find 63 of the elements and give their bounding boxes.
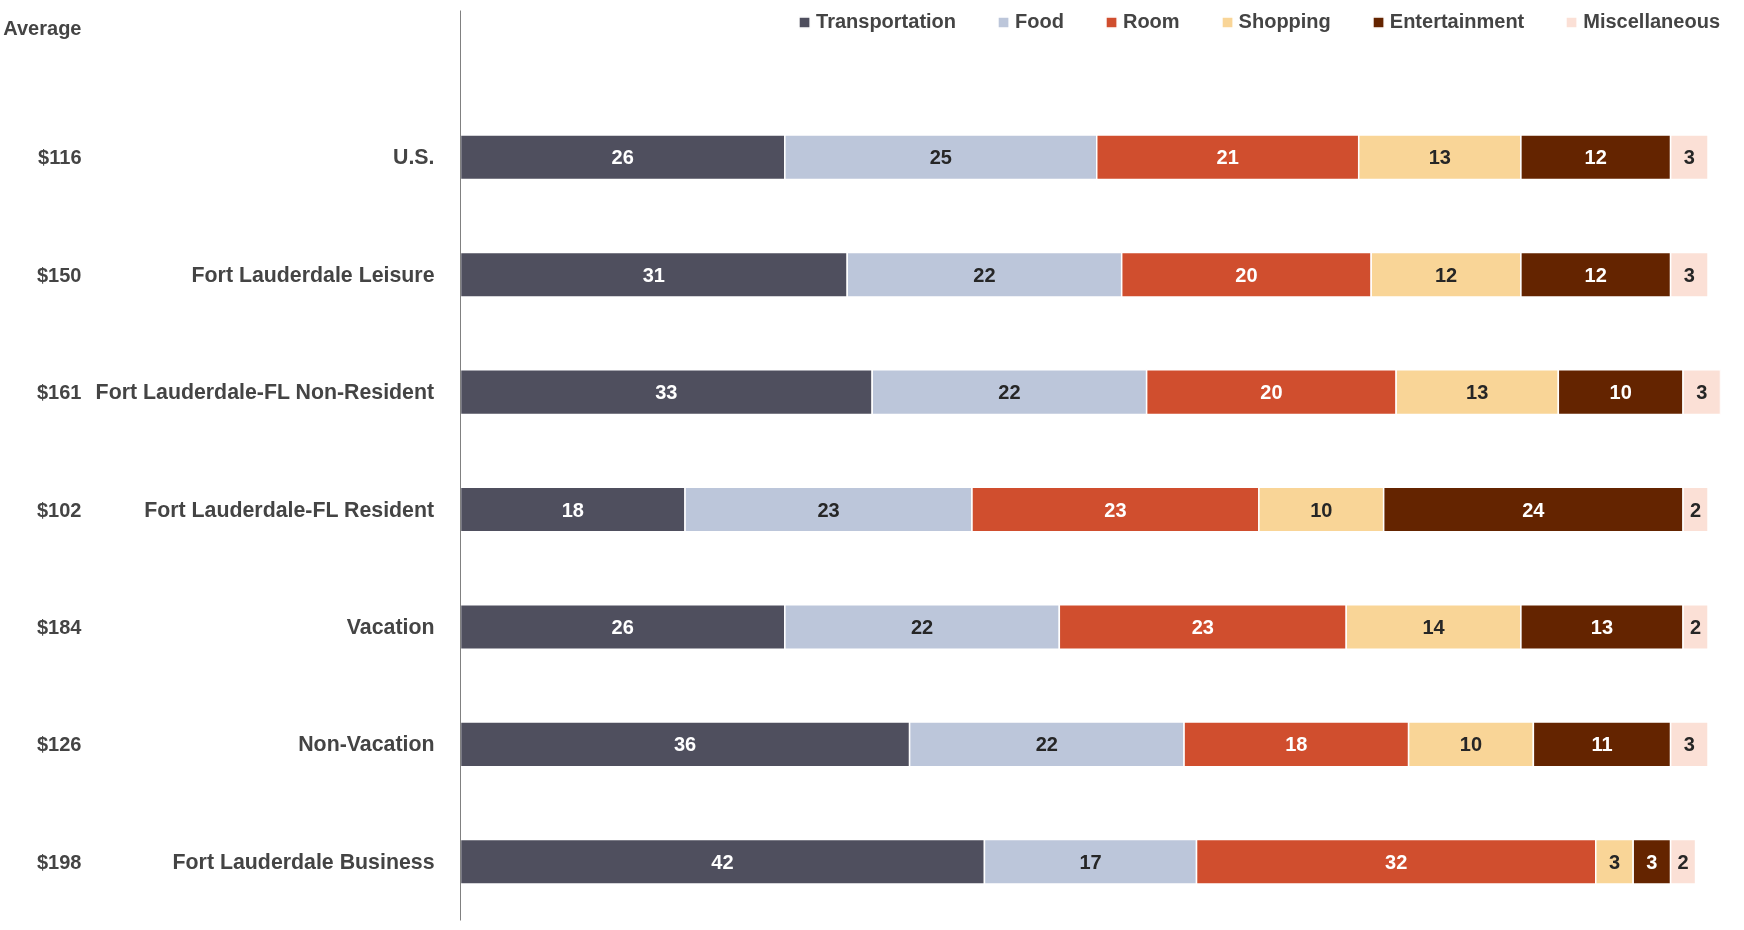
data-label: 32 bbox=[1385, 850, 1408, 873]
data-label: 18 bbox=[1285, 733, 1308, 756]
data-label: 2 bbox=[1689, 498, 1702, 521]
data-label: 2 bbox=[1689, 615, 1702, 638]
data-label: 3 bbox=[1683, 146, 1695, 169]
text: $161 bbox=[37, 381, 82, 404]
y-tick-label: U.S. bbox=[393, 145, 435, 170]
data-label: 11 bbox=[1591, 733, 1613, 756]
legend-label: Food bbox=[1015, 10, 1064, 33]
data-label: 24 bbox=[1522, 498, 1546, 521]
y-tick-label: Fort Lauderdale Business bbox=[172, 849, 435, 874]
data-label: 22 bbox=[1035, 733, 1058, 756]
legend-label: Room bbox=[1122, 10, 1180, 33]
data-label: 2 bbox=[1677, 850, 1689, 873]
data-label: 13 bbox=[1428, 146, 1451, 169]
data-label: 23 bbox=[1191, 615, 1214, 638]
text: $198 bbox=[37, 850, 82, 873]
y-tick-label: Fort Lauderdale-FL Non-Resident bbox=[95, 380, 435, 405]
data-label: 22 bbox=[973, 263, 996, 286]
y-tick-label: Fort Lauderdale-FL Resident bbox=[144, 497, 435, 522]
data-label: 10 bbox=[1609, 381, 1632, 404]
data-label: 12 bbox=[1584, 146, 1607, 169]
data-label: 26 bbox=[611, 146, 634, 169]
data-label: 13 bbox=[1466, 381, 1489, 404]
data-label: 13 bbox=[1590, 615, 1614, 638]
data-label: 23 bbox=[1104, 498, 1127, 521]
text: $102 bbox=[37, 498, 82, 521]
data-label: 20 bbox=[1260, 381, 1283, 404]
legend-label: Miscellaneous bbox=[1583, 10, 1720, 33]
data-label: 42 bbox=[711, 850, 734, 873]
data-label: 23 bbox=[817, 498, 840, 521]
y-tick-label: Non-Vacation bbox=[298, 732, 435, 757]
data-label: 3 bbox=[1683, 263, 1695, 286]
legend-label: Transportation bbox=[816, 10, 957, 33]
text: $150 bbox=[37, 263, 82, 286]
legend-label: Shopping bbox=[1238, 10, 1331, 33]
legend-label: Entertainment bbox=[1389, 10, 1525, 33]
data-label: 31 bbox=[642, 263, 665, 286]
data-label: 22 bbox=[998, 381, 1021, 404]
y-tick-label: Fort Lauderdale Leisure bbox=[191, 262, 435, 287]
data-label: 21 bbox=[1216, 146, 1239, 169]
data-label: 14 bbox=[1422, 615, 1446, 638]
data-label: 22 bbox=[910, 615, 934, 638]
text: $126 bbox=[37, 733, 82, 756]
text: Average bbox=[3, 17, 82, 40]
text: $184 bbox=[37, 615, 83, 638]
data-label: 12 bbox=[1434, 263, 1458, 286]
data-label: 3 bbox=[1683, 733, 1695, 756]
data-label: 20 bbox=[1235, 263, 1258, 286]
data-label: 3 bbox=[1608, 850, 1621, 873]
data-label: 18 bbox=[561, 498, 584, 521]
data-label: 17 bbox=[1079, 850, 1102, 873]
data-label: 26 bbox=[611, 615, 634, 638]
data-label: 12 bbox=[1584, 263, 1607, 286]
text: $116 bbox=[38, 146, 82, 169]
y-tick-label: Vacation bbox=[346, 614, 435, 639]
data-label: 10 bbox=[1459, 733, 1483, 756]
data-label: 3 bbox=[1646, 850, 1658, 873]
data-label: 33 bbox=[655, 381, 678, 404]
data-label: 3 bbox=[1696, 381, 1708, 404]
data-label: 10 bbox=[1310, 498, 1333, 521]
data-label: 25 bbox=[929, 146, 952, 169]
data-label: 36 bbox=[673, 733, 697, 756]
